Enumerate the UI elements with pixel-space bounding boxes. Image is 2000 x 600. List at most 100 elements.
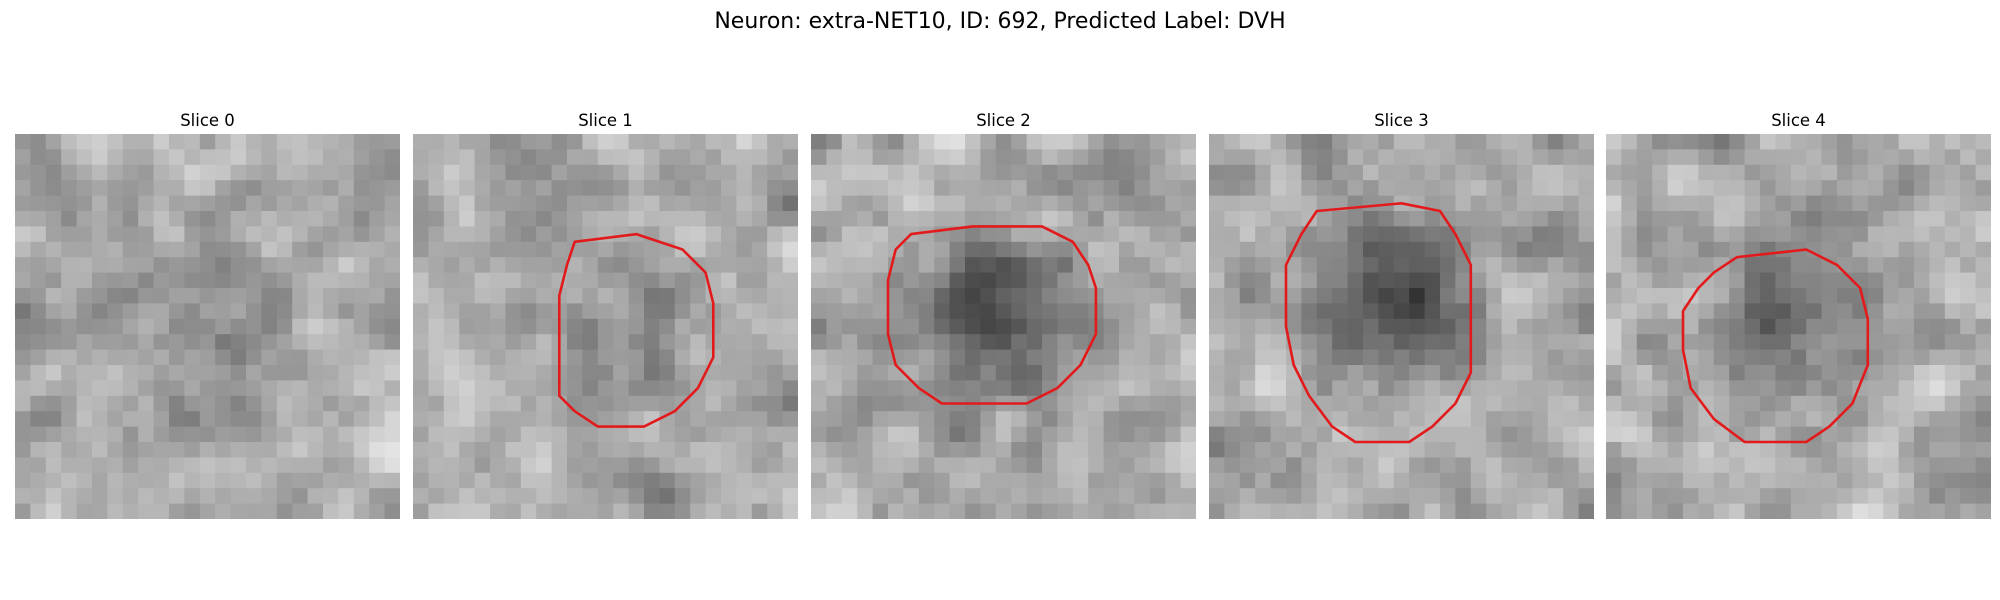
image-pixel: [782, 488, 798, 505]
image-pixel: [934, 134, 951, 150]
image-pixel: [107, 211, 124, 227]
image-pixel: [184, 195, 201, 212]
image-pixel: [1960, 149, 1977, 166]
image-pixel: [1806, 488, 1823, 505]
image-pixel: [1119, 365, 1135, 381]
image-pixel: [1363, 180, 1379, 197]
image-pixel: [338, 272, 355, 289]
image-pixel: [1072, 288, 1089, 304]
image-pixel: [1760, 226, 1776, 243]
image-pixel: [1852, 349, 1869, 366]
image-pixel: [1683, 395, 1699, 412]
image-pixel: [153, 472, 170, 489]
image-pixel: [1713, 211, 1730, 227]
image-pixel: [1316, 318, 1333, 335]
image-pixel: [138, 288, 155, 304]
image-pixel: [1852, 472, 1869, 489]
image-pixel: [1929, 503, 1946, 519]
image-pixel: [184, 303, 201, 320]
image-pixel: [751, 134, 768, 150]
image-pixel: [1806, 395, 1823, 412]
image-pixel: [1578, 149, 1594, 166]
image-pixel: [965, 411, 981, 428]
image-pixel: [1088, 395, 1105, 412]
image-pixel: [841, 380, 858, 397]
image-pixel: [767, 349, 784, 366]
image-pixel: [1914, 164, 1930, 181]
image-pixel: [536, 442, 553, 458]
image-pixel: [1011, 380, 1028, 397]
image-pixel: [1378, 226, 1395, 243]
image-pixel: [138, 318, 155, 335]
image-pixel: [138, 272, 155, 289]
image-pixel: [705, 426, 722, 443]
image-pixel: [1393, 457, 1410, 474]
image-pixel: [736, 303, 753, 320]
image-pixel: [628, 457, 645, 474]
image-pixel: [1683, 195, 1699, 212]
image-pixel: [428, 134, 445, 150]
image-pixel: [1209, 303, 1225, 320]
image-pixel: [413, 288, 429, 304]
image-pixel: [1563, 365, 1580, 381]
image-pixel: [857, 334, 874, 351]
image-pixel: [811, 442, 827, 458]
image-pixel: [122, 365, 139, 381]
image-pixel: [582, 365, 599, 381]
image-pixel: [230, 149, 247, 166]
image-pixel: [857, 411, 874, 428]
image-pixel: [1606, 195, 1622, 212]
image-pixel: [1621, 134, 1638, 150]
image-pixel: [1088, 442, 1105, 458]
image-pixel: [1775, 211, 1792, 227]
image-pixel: [505, 257, 522, 274]
image-pixel: [292, 318, 309, 335]
image-pixel: [1837, 426, 1853, 443]
image-pixel: [45, 503, 62, 519]
image-pixel: [169, 472, 185, 489]
image-pixel: [1729, 195, 1746, 212]
image-pixel: [1088, 503, 1105, 519]
image-pixel: [292, 365, 309, 381]
image-pixel: [15, 380, 31, 397]
image-pixel: [811, 349, 827, 366]
image-pixel: [122, 457, 139, 474]
image-pixel: [1103, 411, 1120, 428]
image-pixel: [1914, 288, 1930, 304]
image-pixel: [107, 257, 124, 274]
image-pixel: [1103, 180, 1120, 197]
image-pixel: [597, 149, 614, 166]
image-pixel: [1209, 134, 1225, 150]
image-pixel: [597, 365, 614, 381]
image-pixel: [1011, 257, 1028, 274]
image-pixel: [1149, 272, 1166, 289]
image-pixel: [1517, 365, 1533, 381]
image-pixel: [705, 411, 722, 428]
image-pixel: [443, 457, 460, 474]
image-pixel: [1440, 472, 1456, 489]
image-pixel: [1042, 149, 1058, 166]
image-pixel: [169, 241, 185, 258]
image-pixel: [1224, 257, 1241, 274]
image-pixel: [857, 365, 874, 381]
image-pixel: [826, 272, 843, 289]
image-pixel: [1837, 226, 1853, 243]
image-pixel: [1517, 411, 1533, 428]
image-pixel: [1683, 211, 1699, 227]
image-pixel: [551, 241, 568, 258]
image-pixel: [153, 457, 170, 474]
image-pixel: [995, 288, 1012, 304]
image-pixel: [1363, 365, 1379, 381]
image-pixel: [782, 272, 798, 289]
image-pixel: [1209, 272, 1225, 289]
image-pixel: [505, 149, 522, 166]
image-pixel: [1532, 318, 1549, 335]
image-pixel: [674, 411, 691, 428]
image-pixel: [1332, 411, 1349, 428]
image-pixel: [1652, 211, 1669, 227]
image-pixel: [1057, 149, 1074, 166]
image-pixel: [1316, 303, 1333, 320]
image-pixel: [1944, 426, 1961, 443]
image-pixel: [323, 365, 339, 381]
image-pixel: [644, 134, 660, 150]
